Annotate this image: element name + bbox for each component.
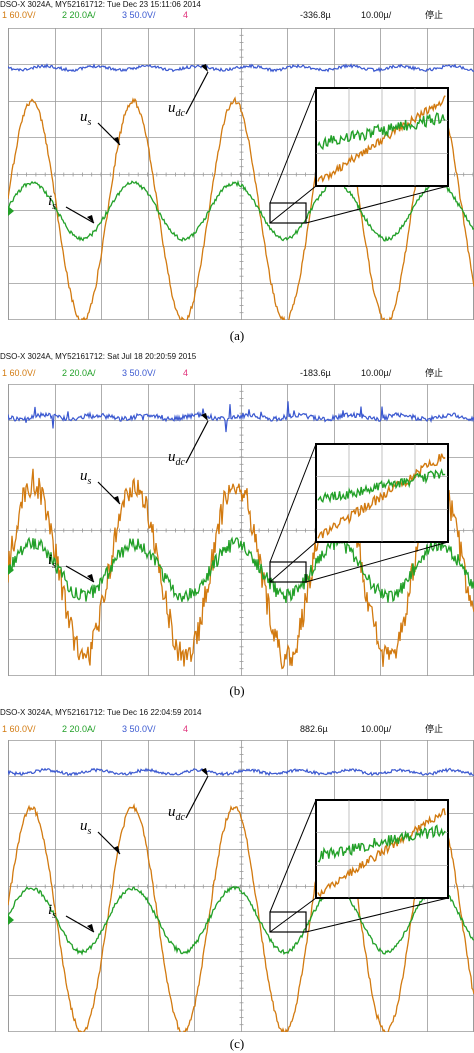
is-label: is (48, 193, 56, 212)
udc-label: udc (168, 449, 186, 468)
us-trace (8, 803, 474, 1032)
ch2-ground-marker (8, 915, 14, 925)
us-label: us (80, 818, 92, 837)
ch1-scale: 1 60.0V/ (2, 368, 36, 378)
udc-label-arrow (185, 71, 209, 115)
us-trace (8, 468, 474, 670)
inset-us-trace (317, 453, 446, 539)
inset-is-trace (317, 467, 446, 504)
figure-caption: (a) (229, 328, 245, 343)
us-label-arrowhead (113, 137, 120, 145)
udc-label-arrow (185, 775, 209, 819)
is-label-arrowhead (87, 574, 94, 582)
udc-label-arrowhead (201, 768, 208, 776)
scope-header: DSO-X 3024A, MY52161712: Tue Dec 16 22:0… (0, 708, 202, 717)
udc-trace (8, 767, 474, 777)
ch3-scale: 3 50.0V/ (122, 368, 156, 378)
zoom-connector (269, 87, 317, 204)
udc-label: udc (168, 804, 186, 823)
scope-header: DSO-X 3024A, MY52161712: Sat Jul 18 20:2… (0, 352, 197, 361)
ch4-scale: 4 (183, 724, 189, 734)
inset-is-trace (317, 112, 446, 151)
scope-grid (8, 28, 474, 320)
waveform-plot: udc us is (8, 740, 474, 1032)
timebase: 10.00µ/ (361, 368, 392, 378)
us-label-arrowhead (113, 496, 120, 504)
ch1-scale: 1 60.0V/ (2, 10, 36, 20)
is-label: is (48, 552, 56, 571)
us-label-arrowhead (113, 846, 120, 854)
udc-trace (8, 63, 474, 73)
zoom-connector (269, 185, 317, 224)
waveform-plot: udc us is (8, 384, 474, 676)
figure-caption: (b) (229, 683, 245, 698)
is-label-arrow (65, 915, 95, 933)
udc-trace (8, 401, 474, 433)
zoom-region (269, 561, 307, 583)
channel-row: 1 60.0V/ 2 20.0A/ 3 50.0V/ 4 882.6µ 10.0… (0, 724, 474, 734)
is-trace (8, 884, 474, 956)
is-label-arrowhead (87, 924, 94, 932)
zoom-connector (305, 541, 449, 583)
udc-label: udc (168, 100, 186, 119)
scope-screen: udc us is (8, 740, 474, 1032)
ch3-scale: 3 50.0V/ (122, 10, 156, 20)
zoom-connector (269, 443, 317, 563)
ch4-scale: 4 (183, 368, 189, 378)
trigger-position: 882.6µ (300, 724, 328, 734)
udc-label-arrow (185, 420, 209, 464)
timebase: 10.00µ/ (361, 724, 392, 734)
trigger-position: -336.8µ (300, 10, 331, 20)
is-trace (8, 536, 474, 603)
figure-caption: (c) (229, 1036, 245, 1051)
ch1-scale: 1 60.0V/ (2, 724, 36, 734)
scope-screen: udc us is (8, 28, 474, 320)
scope-screen: udc us is (8, 384, 474, 676)
udc-label-arrowhead (201, 64, 208, 72)
is-label-arrow (65, 565, 95, 583)
zoom-region (269, 202, 307, 224)
zoom-connector (269, 897, 317, 933)
ch2-ground-marker (8, 206, 14, 216)
zoom-connector (269, 799, 317, 913)
is-trace (8, 179, 474, 242)
channel-row: 1 60.0V/ 2 20.0A/ 3 50.0V/ 4 -336.8µ 10.… (0, 10, 474, 20)
run-state: 停止 (425, 10, 444, 20)
is-label-arrow (65, 206, 95, 224)
ch4-scale: 4 (183, 10, 189, 20)
inset-us-trace (317, 95, 446, 183)
us-label: us (80, 109, 92, 128)
zoom-connector (269, 541, 317, 583)
scope-header: DSO-X 3024A, MY52161712: Tue Dec 23 15:1… (0, 0, 201, 9)
ch2-scale: 2 20.0A/ (62, 10, 96, 20)
is-label-arrowhead (87, 215, 94, 223)
ch2-scale: 2 20.0A/ (62, 724, 96, 734)
inset-is-trace (317, 824, 446, 863)
timebase: 10.00µ/ (361, 10, 392, 20)
inset-us-trace (317, 807, 446, 898)
us-trace (8, 96, 474, 320)
is-label: is (48, 902, 56, 921)
trigger-position: -183.6µ (300, 368, 331, 378)
channel-row: 1 60.0V/ 2 20.0A/ 3 50.0V/ 4 -183.6µ 10.… (0, 368, 474, 378)
zoom-region (269, 911, 307, 933)
zoom-connector (305, 185, 449, 224)
run-state: 停止 (425, 724, 444, 734)
ch3-scale: 3 50.0V/ (122, 724, 156, 734)
ch2-ground-marker (8, 565, 14, 575)
ch2-scale: 2 20.0A/ (62, 368, 96, 378)
run-state: 停止 (425, 368, 444, 378)
us-label: us (80, 468, 92, 487)
waveform-plot: udc us is (8, 28, 474, 320)
udc-label-arrowhead (201, 413, 208, 421)
zoom-connector (305, 897, 449, 933)
